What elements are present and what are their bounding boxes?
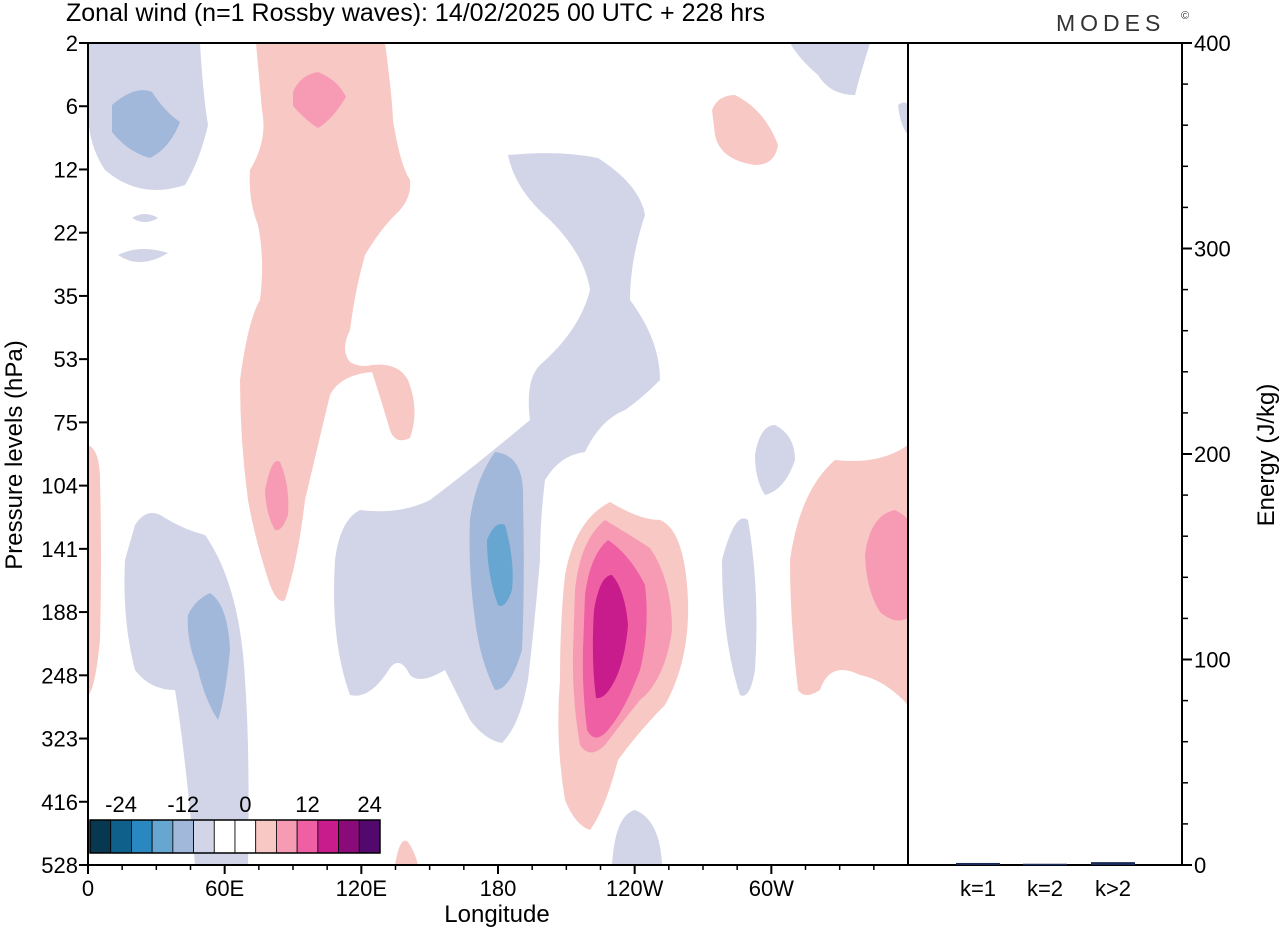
westerly-region [88,445,101,695]
easterly-region [118,248,168,263]
colorbar-swatch [151,819,174,854]
easterly-core [187,593,230,720]
y-tick-label: 22 [54,221,78,246]
x-tick-label: 120E [336,876,387,901]
easterly-region [790,43,870,95]
energy-bar [1091,862,1135,865]
y-tick-label: 416 [41,790,78,815]
energy-bars: k=1 k=2 k>2 [956,862,1135,901]
y-tick-label: 2 [66,31,78,56]
y-axis: 2 6 12 22 35 53 75 104 141 188 248 323 416 528 [41,31,88,878]
y-tick-label: 104 [41,474,78,499]
energy-bar [956,862,1000,865]
y-tick-label: 75 [54,410,78,435]
colorbar-label: -24 [105,792,137,817]
colorbar: -24 -12 0 12 24 [89,792,382,854]
westerly-core [293,72,346,128]
colorbar-swatch [110,819,132,854]
x-axis-label: Longitude [444,901,549,928]
easterly-region [898,102,908,135]
y-tick-label: 12 [54,157,78,182]
energy-bar [1023,863,1067,866]
westerly-core [265,460,289,531]
y-tick-label: 141 [41,537,78,562]
chart-title: Zonal wind (n=1 Rossby waves): 14/02/202… [66,0,765,27]
energy-axis: 0 100 200 300 400 [1182,31,1231,878]
y-tick-label: 248 [41,663,78,688]
energy-tick-label: 200 [1194,442,1231,467]
y-tick-label: 188 [41,600,78,625]
colorbar-swatch [213,819,236,854]
energy-category-label: k>2 [1095,876,1131,901]
modes-logo: MODES © [1056,10,1189,36]
energy-category-label: k=2 [1027,876,1063,901]
x-tick-label: 60W [749,876,794,901]
westerly-max [592,575,628,699]
easterly-core [487,524,513,606]
easterly-region [722,518,757,696]
easterly-core [112,90,180,158]
energy-tick-label: 100 [1194,648,1231,673]
colorbar-swatch [193,819,215,854]
easterly-region [612,810,662,865]
y-tick-label: 53 [54,347,78,372]
energy-tick-label: 0 [1194,853,1206,878]
x-tick-label: 60E [205,876,244,901]
energy-tick-label: 300 [1194,237,1231,262]
brand-name: MODES [1056,10,1165,36]
westerly-region [240,43,415,601]
x-axis: 0 60E 120E 180 120W 60W [82,865,875,901]
colorbar-swatch [317,819,339,854]
easterly-region [334,153,660,744]
x-tick-label: 120W [606,876,664,901]
colorbar-swatch [234,819,257,854]
energy-tick-label: 400 [1194,31,1231,56]
easterly-region [755,425,795,495]
westerly-region [790,445,908,705]
colorbar-label: -12 [167,792,199,817]
colorbar-label: 24 [357,792,381,817]
y-tick-label: 528 [41,853,78,878]
westerly-region [395,840,418,865]
energy-axis-label: Energy (J/kg) [1253,384,1280,527]
y-axis-label: Pressure levels (hPa) [1,340,28,569]
colorbar-label: 12 [295,792,319,817]
colorbar-swatch [276,819,298,854]
colorbar-frame [89,819,381,854]
colorbar-swatch [255,819,277,854]
energy-category-label: k=1 [960,876,996,901]
colorbar-swatch [296,819,319,854]
y-tick-label: 323 [41,727,78,752]
colorbar-label: 0 [239,792,251,817]
colorbar-swatch [358,819,381,854]
easterly-region [132,214,158,222]
colorbar-swatch [89,819,112,854]
westerly-core [865,510,908,621]
x-tick-label: 180 [480,876,517,901]
colorbar-swatch [338,819,360,854]
y-tick-label: 6 [66,94,78,119]
x-tick-label: 0 [82,876,94,901]
westerly-region [712,95,778,165]
energy-panel-frame [907,42,1183,866]
colorbar-swatch [131,819,153,854]
wind-field [88,43,908,865]
brand-mark: © [1181,10,1189,22]
y-tick-label: 35 [54,284,78,309]
colorbar-swatch [172,819,194,854]
